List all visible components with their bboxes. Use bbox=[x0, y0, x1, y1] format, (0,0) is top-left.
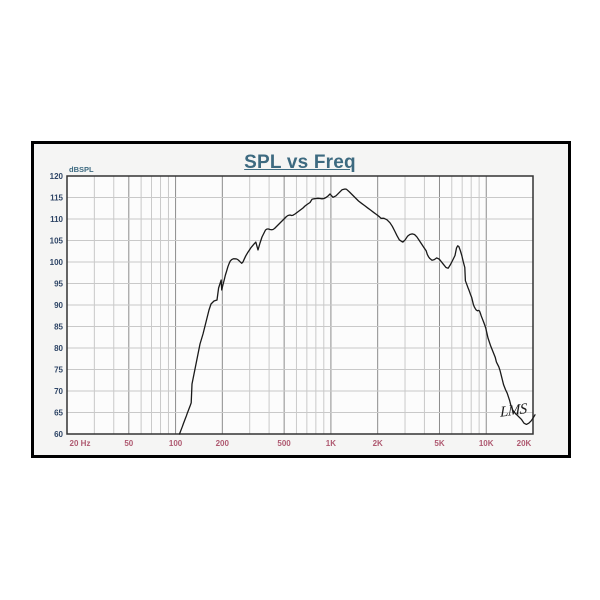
svg-text:120: 120 bbox=[50, 172, 64, 181]
svg-text:100: 100 bbox=[50, 258, 64, 267]
svg-text:115: 115 bbox=[50, 194, 63, 203]
svg-text:500: 500 bbox=[277, 439, 291, 448]
svg-text:105: 105 bbox=[50, 237, 64, 246]
svg-text:75: 75 bbox=[54, 366, 63, 375]
svg-text:85: 85 bbox=[54, 323, 63, 332]
svg-text:200: 200 bbox=[216, 439, 230, 448]
svg-text:95: 95 bbox=[54, 280, 63, 289]
svg-text:110: 110 bbox=[50, 215, 63, 224]
svg-text:70: 70 bbox=[54, 387, 63, 396]
svg-text:10K: 10K bbox=[479, 439, 494, 448]
svg-text:20 Hz: 20 Hz bbox=[70, 439, 91, 448]
svg-text:80: 80 bbox=[54, 344, 63, 353]
svg-text:2K: 2K bbox=[373, 439, 383, 448]
svg-text:65: 65 bbox=[54, 409, 63, 418]
svg-text:50: 50 bbox=[124, 439, 133, 448]
svg-text:1K: 1K bbox=[326, 439, 336, 448]
svg-text:20K: 20K bbox=[517, 439, 532, 448]
svg-text:90: 90 bbox=[54, 301, 63, 310]
svg-text:100: 100 bbox=[169, 439, 183, 448]
svg-text:60: 60 bbox=[54, 430, 63, 439]
svg-text:5K: 5K bbox=[434, 439, 444, 448]
